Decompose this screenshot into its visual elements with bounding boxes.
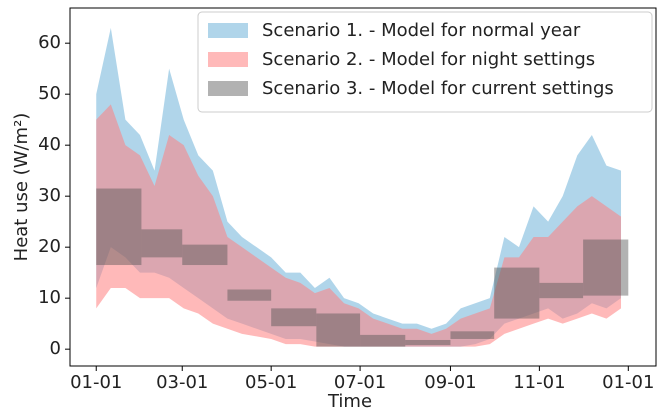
- range-box: [271, 308, 317, 327]
- range-box: [227, 289, 272, 301]
- x-tick-label: 05-01: [245, 372, 297, 393]
- range-box: [182, 244, 228, 266]
- x-tick-label: 07-01: [334, 372, 386, 393]
- plot-frame: [69, 7, 657, 367]
- range-box: [539, 282, 584, 299]
- legend: Scenario 1. - Model for normal year Scena…: [197, 11, 653, 113]
- plot-area: [96, 27, 629, 347]
- y-tick-label: 40: [38, 134, 61, 155]
- legend-swatch: [208, 23, 248, 38]
- x-tick-label: 01-01: [602, 372, 654, 393]
- y-axis-label: Heat use (W/m²): [11, 113, 32, 262]
- range-box: [316, 313, 361, 347]
- x-tick-label: 11-01: [513, 372, 565, 393]
- range-box: [494, 267, 540, 319]
- range-box: [583, 239, 629, 296]
- x-tick-label: 01-01: [70, 372, 122, 393]
- y-tick-label: 10: [38, 287, 61, 308]
- y-tick-label: 60: [38, 32, 61, 53]
- legend-label: Scenario 1. - Model for normal year: [262, 20, 581, 41]
- legend-swatch: [208, 81, 248, 96]
- x-tick-label: 03-01: [156, 372, 208, 393]
- legend-label: Scenario 3. - Model for current settings: [262, 78, 614, 99]
- x-tick-label: 09-01: [424, 372, 476, 393]
- range-box: [360, 334, 406, 347]
- legend-swatch: [208, 52, 248, 67]
- range-box: [96, 188, 142, 266]
- range-box: [450, 331, 495, 339]
- legend-label: Scenario 2. - Model for night settings: [262, 49, 595, 70]
- range-box: [141, 229, 183, 258]
- y-tick-label: 50: [38, 83, 61, 104]
- y-tick-label: 20: [38, 236, 61, 257]
- y-tick-label: 30: [38, 185, 61, 206]
- range-band: [96, 104, 622, 347]
- y-tick-label: 0: [50, 338, 61, 359]
- x-axis-label: Time: [327, 391, 372, 410]
- legend-frame: [197, 11, 653, 113]
- range-box: [405, 339, 451, 346]
